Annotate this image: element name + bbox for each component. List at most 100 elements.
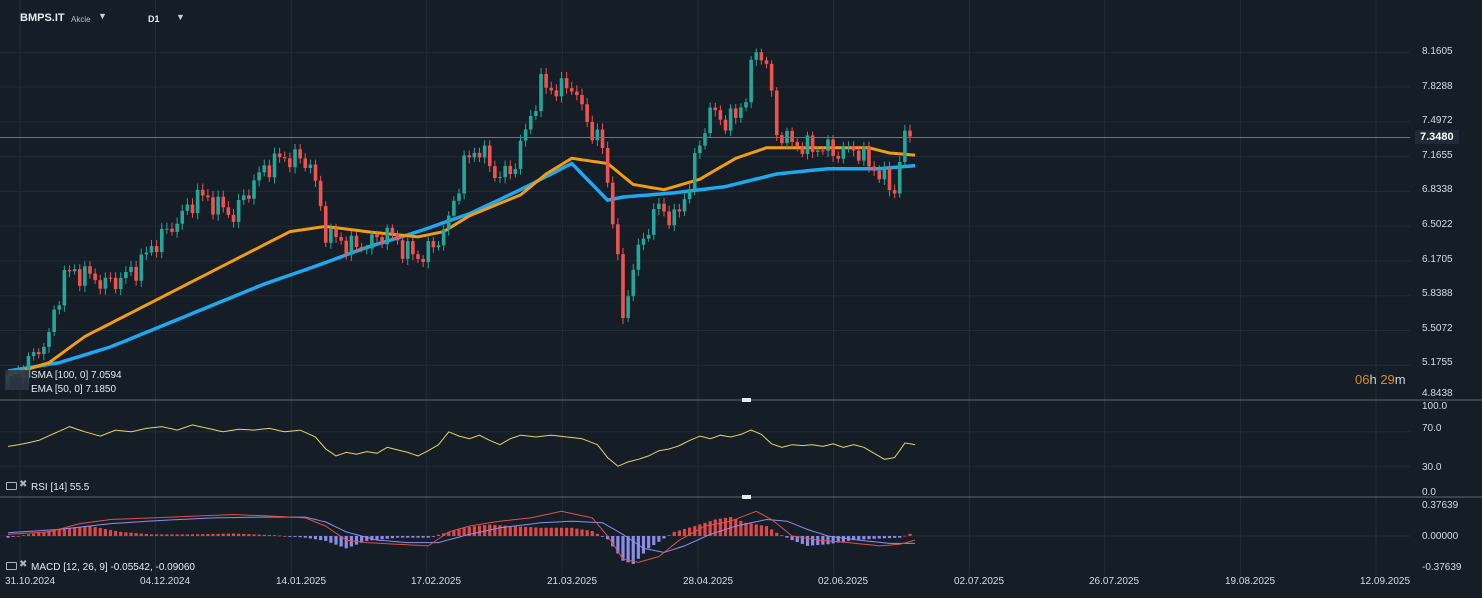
candle-body [590, 121, 595, 141]
macd-histogram-bar [462, 528, 466, 536]
macd-histogram-bar [549, 527, 553, 536]
moving-averages [7, 146, 916, 377]
sma-label[interactable]: SMA [100, 0] 7.0594 [31, 370, 122, 381]
macd-histogram-bar [805, 536, 810, 546]
macd-histogram-bar [795, 536, 799, 543]
rsi-line [7, 424, 916, 467]
candle-body [769, 63, 774, 91]
macd-histogram-bar [73, 527, 77, 536]
macd-histogram-bar [877, 536, 881, 539]
macd-histogram-bar [165, 534, 169, 536]
timeframe[interactable]: D1 [148, 14, 160, 24]
candle-body [282, 157, 287, 159]
candle-body [713, 107, 718, 111]
macd-histogram-bar [257, 534, 261, 536]
macd-histogram-bar [375, 536, 379, 540]
candle-body [170, 228, 174, 232]
macd-histogram-bar [544, 527, 548, 536]
macd-histogram-bar [631, 536, 635, 565]
candle-body [508, 165, 513, 175]
candle-body [518, 140, 523, 169]
macd-histogram-bar [360, 536, 364, 543]
macd-histogram-bar [785, 536, 789, 538]
indicator-icons[interactable] [5, 370, 29, 390]
candle-body [36, 352, 41, 355]
candle-body [728, 108, 733, 131]
rsi-menu-icon[interactable] [6, 482, 17, 490]
price-tick: 5.5072 [1422, 323, 1453, 334]
macd-histogram-bar [903, 535, 907, 537]
macd-histogram-bar [677, 530, 681, 536]
chart-grid [0, 0, 1410, 575]
candle-body [221, 196, 226, 208]
timeframe-dropdown-icon[interactable]: ▼ [176, 12, 185, 22]
macd-histogram-bar [180, 534, 184, 536]
candle-body [621, 254, 625, 318]
macd-histogram-bar [770, 529, 774, 536]
macd-histogram-bar [606, 536, 610, 540]
symbol-type: Akcie [71, 15, 91, 24]
macd-histogram-bar [247, 534, 251, 536]
candle-body [267, 165, 272, 178]
macd-histogram-bar [775, 532, 779, 536]
symbol-dropdown-icon[interactable]: ▼ [98, 11, 107, 21]
candle-body [841, 146, 846, 159]
macd-histogram-bar [652, 536, 656, 546]
candle-body [487, 145, 492, 167]
candle-body [826, 139, 830, 151]
candle-body [534, 111, 538, 116]
macd-histogram-bar [723, 517, 728, 536]
candle-body [118, 277, 123, 290]
last-price-label: 7.3480 [1415, 130, 1459, 144]
macd-label[interactable]: MACD [12, 26, 9] -0.05542, -0.09060 [31, 562, 195, 573]
macd-tick: 0.37639 [1422, 500, 1459, 511]
candle-body [872, 166, 876, 171]
candle-body [380, 237, 384, 245]
macd-close-icon[interactable]: ✖ [19, 559, 28, 570]
macd-histogram-bar [636, 536, 640, 559]
macd-line [7, 510, 916, 563]
macd-histogram-bar [662, 536, 666, 539]
date-tick: 28.04.2025 [683, 576, 734, 587]
candle-body [754, 52, 759, 60]
date-tick: 21.03.2025 [547, 576, 598, 587]
macd-histogram-bar [447, 531, 451, 536]
candle-body [436, 245, 441, 248]
symbol-name[interactable]: BMPS.IT [20, 12, 65, 24]
macd-histogram-bar [365, 536, 369, 541]
candle-body [718, 110, 723, 120]
macd-histogram-bar [288, 536, 292, 537]
rsi-tick: 100.0 [1422, 401, 1448, 412]
macd-histogram-bar [144, 533, 148, 536]
candle-body [298, 149, 302, 159]
macd-histogram-bar [811, 536, 815, 546]
macd-histogram-bar [201, 534, 205, 536]
ema-label[interactable]: EMA [50, 0] 7.1850 [31, 384, 117, 395]
candle-body [190, 204, 195, 214]
macd-histogram-bar [672, 531, 676, 536]
macd-histogram-bar [349, 536, 353, 547]
candle-body [626, 296, 630, 318]
candle-body [257, 172, 261, 181]
candle-body [421, 258, 425, 263]
candle-body [600, 129, 605, 149]
macd-histogram-bar [411, 536, 415, 538]
candle-body [62, 270, 67, 306]
macd-histogram-bar [493, 524, 497, 536]
candle-body [610, 182, 615, 225]
macd-histogram-bar [103, 528, 107, 536]
macd-tick: -0.37639 [1422, 562, 1462, 573]
rsi-label[interactable]: RSI [14] 55.5 [31, 482, 90, 493]
macd-histogram-bar [452, 530, 456, 536]
candle-body [498, 177, 502, 179]
candle-body [764, 60, 769, 64]
candle-body [416, 254, 420, 259]
macd-histogram-bar [529, 527, 533, 536]
rsi-close-icon[interactable]: ✖ [19, 479, 28, 490]
candle-body [247, 195, 251, 199]
rsi-tick: 0.0 [1422, 487, 1436, 498]
macd-histogram-bar [216, 533, 220, 536]
macd-menu-icon[interactable] [6, 562, 17, 570]
candle-body [575, 91, 579, 96]
